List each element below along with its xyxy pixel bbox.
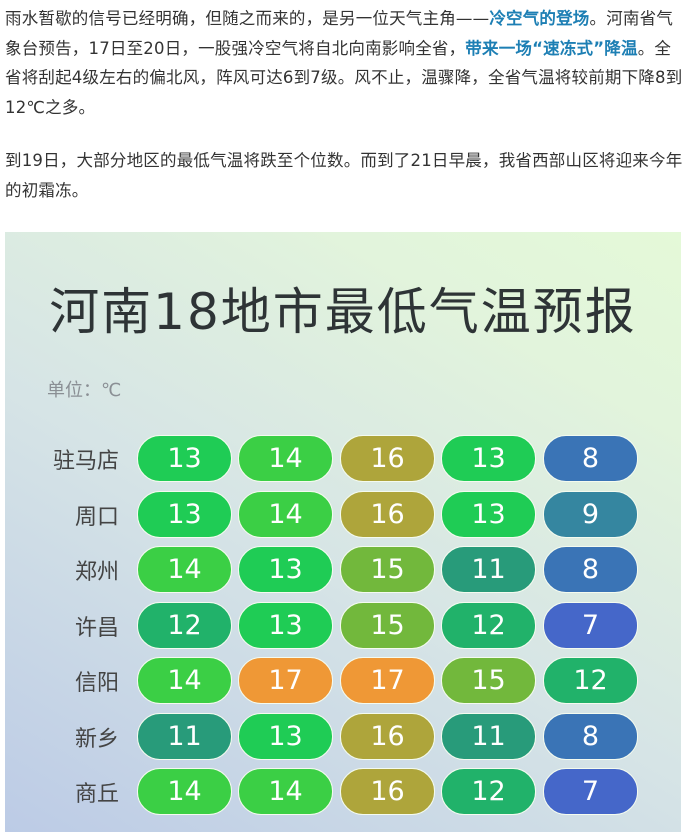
temperature-cell: 14 [137, 768, 232, 815]
temperature-cell: 9 [543, 490, 638, 538]
temperature-cell: 13 [441, 490, 536, 538]
temperature-cell: 15 [441, 657, 536, 704]
unit-label: 单位：℃ [47, 380, 122, 401]
temperature-cell: 13 [238, 601, 333, 649]
temperature-cell: 8 [543, 546, 638, 593]
table-row: 新乡 11 13 16 11 8 [5, 712, 681, 761]
article-paragraph-2: 到19日，大部分地区的最低气温将跌至个位数。而到了21日早晨，我省西部山区将迎来… [5, 151, 683, 200]
text-segment: 雨水暂歇的信号已经明确，但随之而来的，是另一位天气主角—— [5, 9, 490, 28]
table-row: 周口 13 14 16 13 9 [5, 490, 681, 539]
temperature-cell: 7 [543, 768, 638, 815]
text-segment: 。全省将刮起4级左右的偏北风，阵风可达6到7级。风不止，温骤降，全省气温将较前期… [5, 38, 683, 117]
city-label: 信阳 [74, 671, 119, 696]
temperature-cell: 7 [543, 601, 638, 649]
temperature-cell: 8 [543, 435, 638, 482]
temperature-cell: 13 [137, 490, 232, 538]
temperature-cell: 12 [441, 768, 536, 815]
city-label: 周口 [74, 504, 119, 530]
temperature-cell: 12 [137, 601, 232, 649]
city-label: 许昌 [74, 615, 119, 641]
table-row: 郑州 14 13 15 11 8 [5, 546, 681, 594]
highlighted-text: 带来一场“速冻式”降温 [465, 38, 638, 58]
temperature-cell: 17 [238, 657, 333, 704]
article-paragraph-1: 雨水暂歇的信号已经明确，但随之而来的，是另一位天气主角——冷空气的登场。河南省气… [5, 4, 685, 122]
table-row: 信阳 14 17 17 15 12 [5, 657, 681, 705]
city-label: 商丘 [74, 782, 119, 807]
temperature-cell: 15 [340, 546, 435, 593]
temperature-cell: 14 [238, 768, 333, 815]
temperature-cell: 13 [441, 435, 536, 482]
temperature-forecast-infographic: 河南18地市最低气温预报 单位：℃ 驻马店 13 14 16 13 8 周口 13 14 16 13… [5, 232, 681, 832]
temperature-cell: 8 [543, 712, 638, 760]
temperature-cell: 11 [137, 712, 232, 760]
temperature-cell: 11 [441, 546, 536, 593]
temperature-cell: 13 [137, 435, 232, 482]
temperature-cell: 16 [340, 768, 435, 815]
temperature-cell: 14 [238, 435, 333, 482]
city-label: 驻马店 [52, 449, 119, 474]
table-row: 许昌 12 13 15 12 7 [5, 601, 681, 650]
temperature-cell: 16 [340, 712, 435, 760]
city-label: 郑州 [74, 560, 119, 585]
highlighted-text: 冷空气的登场 [489, 9, 590, 28]
text-segment: 。河南省气象台预告，17日至20日，一股强冷空气将自北向南影响全省， [5, 9, 674, 58]
temperature-cell: 11 [441, 712, 536, 760]
temperature-cell: 14 [137, 657, 232, 704]
temperature-cell: 15 [340, 601, 435, 649]
infographic-title: 河南18地市最低气温预报 [49, 283, 637, 341]
temperature-cell: 14 [238, 490, 333, 538]
temperature-cell: 12 [441, 601, 536, 649]
temperature-cell: 14 [137, 546, 232, 593]
temperature-cell: 16 [340, 435, 435, 482]
temperature-cell: 17 [340, 657, 435, 704]
temperature-cell: 13 [238, 712, 333, 760]
table-row: 驻马店 13 14 16 13 8 [5, 435, 681, 483]
table-row: 商丘 14 14 16 12 7 [5, 768, 681, 816]
city-label: 新乡 [74, 726, 119, 752]
temperature-cell: 12 [543, 657, 638, 704]
temperature-cell: 13 [238, 546, 333, 593]
temperature-cell: 16 [340, 490, 435, 538]
